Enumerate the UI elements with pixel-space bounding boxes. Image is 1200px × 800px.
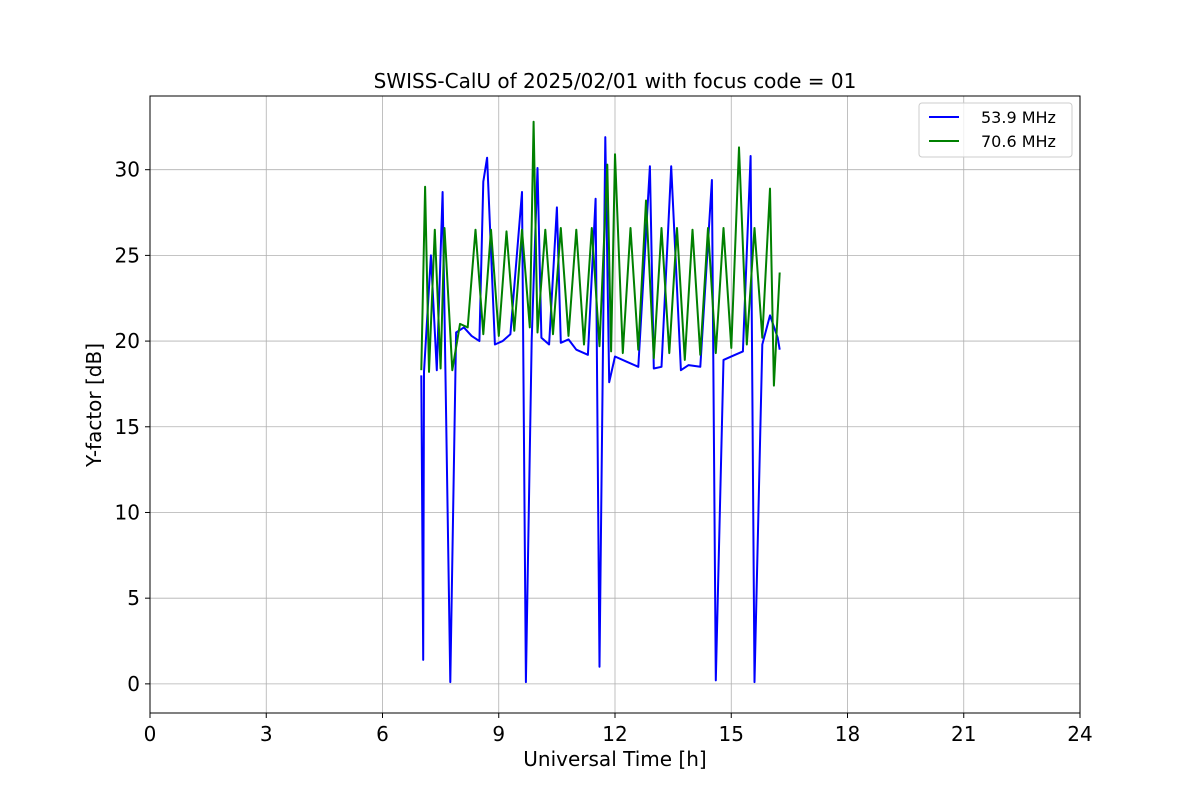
series-layer <box>420 120 781 684</box>
y-tick-label-30: 30 <box>115 158 140 182</box>
x-tick-label-6: 6 <box>376 722 389 746</box>
x-tick-label-0: 0 <box>144 722 157 746</box>
x-tick-label-3: 3 <box>260 722 273 746</box>
x-tick-label-12: 12 <box>602 722 627 746</box>
legend: 53.9 MHz 70.6 MHz <box>918 102 1073 158</box>
y-tick-label-25: 25 <box>115 243 140 267</box>
x-tick-label-9: 9 <box>492 722 505 746</box>
x-tick-label-15: 15 <box>719 722 744 746</box>
series-line-70-6-mhz <box>420 120 781 387</box>
legend-label-53-9-mhz: 53.9 MHz <box>981 108 1056 127</box>
x-tick-label-21: 21 <box>951 722 976 746</box>
x-tick-label-24: 24 <box>1067 722 1092 746</box>
y-tick-label-0: 0 <box>127 672 140 696</box>
legend-label-70-6-mhz: 70.6 MHz <box>981 132 1056 151</box>
y-tick-label-5: 5 <box>127 586 140 610</box>
y-tick-label-20: 20 <box>115 329 140 353</box>
x-tick-label-18: 18 <box>835 722 860 746</box>
x-axis-label: Universal Time [h] <box>523 747 706 771</box>
tick-layer: 0 3 6 9 12 15 18 21 24 0 5 10 15 20 25 30 <box>115 158 1093 746</box>
y-tick-label-10: 10 <box>115 500 140 524</box>
y-tick-label-15: 15 <box>115 415 140 439</box>
chart-title: SWISS-CalU of 2025/02/01 with focus code… <box>374 69 857 93</box>
y-axis-label: Y-factor [dB] <box>82 343 106 468</box>
series-line-53-9-mhz <box>420 136 781 684</box>
